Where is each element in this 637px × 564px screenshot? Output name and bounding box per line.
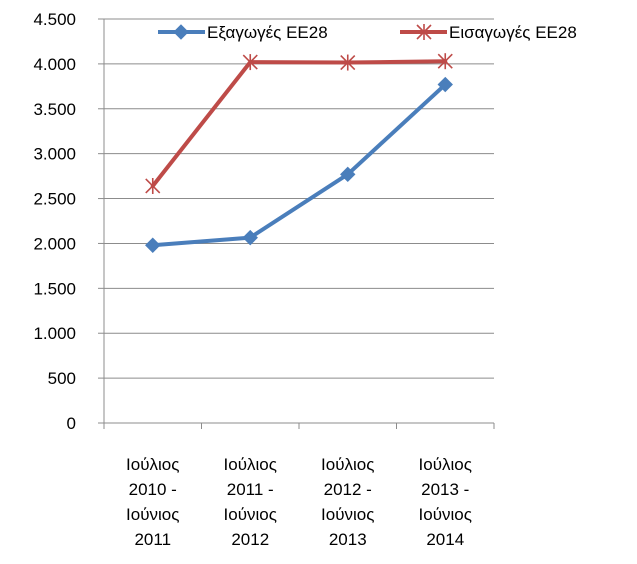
x-category-label-line: Ιούλιος — [419, 455, 472, 474]
x-category-label-0: Ιούλιος 2010 - Ιούνιος 2011 — [126, 455, 179, 549]
x-category-label-line: Ιούλιος — [224, 455, 277, 474]
legend-marker-0 — [173, 24, 189, 40]
legend-item-1: Εισαγωγές ΕΕ28 — [400, 23, 577, 42]
y-tick-label-4: 2.000 — [33, 234, 76, 253]
series-1 — [145, 53, 453, 194]
x-category-label-line: Ιούνιος — [224, 505, 277, 524]
y-tick-label-9: 4.500 — [33, 10, 76, 29]
gridlines — [104, 18, 494, 379]
data-point-s1-2 — [340, 54, 356, 71]
data-point-s1-0 — [145, 177, 161, 194]
legend: Εξαγωγές ΕΕ28 Εισαγωγές ΕΕ28 — [158, 23, 577, 42]
series-line-0 — [150, 82, 448, 248]
series-group — [145, 53, 453, 253]
x-category-label-line: 2013 - — [421, 480, 469, 499]
data-point-s0-3 — [437, 76, 453, 93]
x-category-label-line: 2012 — [231, 530, 269, 549]
legend-marker-1 — [416, 24, 432, 40]
data-point-s1-3 — [437, 53, 453, 70]
x-category-label-line: Ιούνιος — [126, 505, 179, 524]
x-category-label-3: Ιούλιος 2013 - Ιούνιος 2014 — [419, 455, 472, 549]
x-category-label-line: 2012 - — [324, 480, 372, 499]
data-point-s0-0 — [145, 237, 161, 253]
y-tick-label-3: 1.500 — [33, 279, 76, 298]
x-category-label-line: 2013 — [329, 530, 367, 549]
y-tick-label-5: 2.500 — [33, 190, 76, 209]
x-category-label-line: Ιούνιος — [321, 505, 374, 524]
x-category-label-line: Ιούλιος — [321, 455, 374, 474]
legend-label-0: Εξαγωγές ΕΕ28 — [207, 23, 328, 42]
y-tick-label-6: 3.000 — [33, 145, 76, 164]
x-category-label-line: 2011 — [134, 530, 171, 549]
x-category-label-1: Ιούλιος 2011 - Ιούνιος 2012 — [224, 455, 277, 549]
x-category-label-line: 2010 - — [129, 480, 177, 499]
x-category-label-line: Ιούνιος — [419, 505, 472, 524]
data-point-s0-2 — [340, 166, 356, 183]
y-axis-tick-labels: 0 500 1.000 1.500 2.000 2.500 3.000 3.500 4.000 4… — [33, 10, 76, 433]
y-tick-label-1: 500 — [48, 369, 76, 388]
y-tick-label-8: 4.000 — [33, 55, 76, 74]
legend-item-0: Εξαγωγές ΕΕ28 — [158, 23, 328, 42]
x-category-label-line: Ιούλιος — [126, 455, 179, 474]
x-category-label-line: 2014 — [426, 530, 464, 549]
y-tick-label-2: 1.000 — [33, 324, 76, 343]
series-0 — [145, 76, 453, 253]
x-category-label-2: Ιούλιος 2012 - Ιούνιος 2013 — [321, 455, 374, 549]
y-tick-label-0: 0 — [67, 414, 76, 433]
data-point-s0-1 — [242, 229, 258, 246]
data-point-s1-1 — [242, 54, 258, 71]
series-line-1 — [150, 59, 448, 188]
legend-label-1: Εισαγωγές ΕΕ28 — [449, 23, 577, 42]
x-category-label-line: 2011 - — [227, 480, 274, 499]
axes — [98, 18, 495, 429]
y-tick-label-7: 3.500 — [33, 100, 76, 119]
